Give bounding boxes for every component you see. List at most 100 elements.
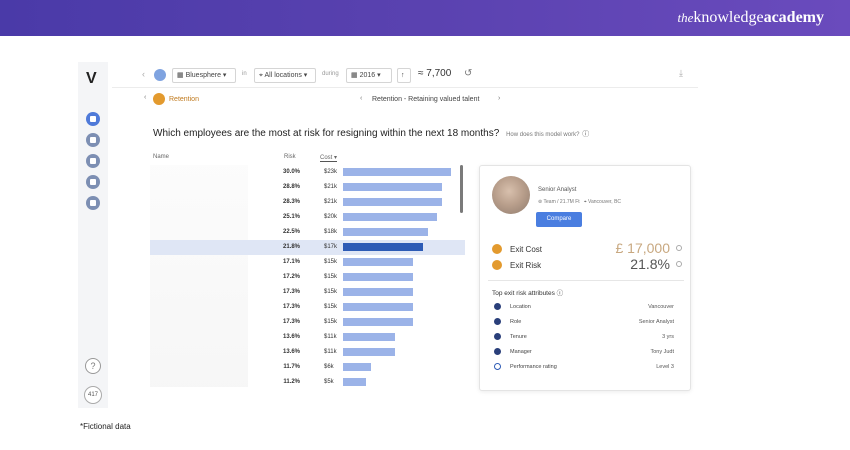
attribute-name: Location [510, 304, 531, 310]
help-button[interactable]: ? [85, 358, 101, 374]
cost-value: $11k [324, 334, 337, 340]
how-model-works-link[interactable]: How does this model work? [506, 132, 580, 138]
sidebar: V ? 417 [78, 62, 108, 408]
table-row[interactable]: 11.7% $6k [150, 360, 465, 375]
col-header-name[interactable]: Name [153, 154, 170, 160]
exit-risk-info-icon[interactable] [676, 261, 682, 267]
dashboard-icon[interactable] [86, 112, 100, 126]
section-label[interactable]: Retention [169, 96, 199, 103]
headcount-value: ≈ 7,700 [418, 68, 452, 79]
cost-value: $5k [324, 379, 334, 385]
cost-value: $15k [324, 289, 338, 295]
cost-bar [343, 213, 437, 221]
table-row[interactable]: 28.8% $21k [150, 180, 465, 195]
info-icon[interactable]: ⓘ [582, 131, 590, 138]
cost-value: $11k [324, 349, 337, 355]
person-role: Senior Analyst [538, 187, 577, 193]
risk-value: 25.1% [282, 214, 300, 220]
table-row[interactable]: 21.8% $17k [150, 240, 465, 255]
table-row[interactable]: 30.0% $23k [150, 165, 465, 180]
app-logo[interactable]: V [86, 70, 97, 87]
cost-bar [343, 243, 423, 251]
cost-value: $21k [324, 184, 338, 190]
cost-bar [343, 183, 442, 191]
table-row[interactable]: 22.5% $18k [150, 225, 465, 240]
performance-icon [494, 363, 501, 370]
risk-value: 17.1% [282, 259, 300, 265]
cost-bar [343, 198, 442, 206]
attribute-name: Performance rating [510, 364, 557, 370]
cost-value: $6k [324, 364, 334, 370]
table-scrollbar[interactable] [460, 165, 463, 213]
exit-cost-icon [492, 244, 502, 254]
table-row[interactable]: 17.2% $15k [150, 270, 465, 285]
cost-value: $20k [324, 214, 338, 220]
attribute-name: Manager [510, 349, 532, 355]
toolbar: ‹ ▦ Bluesphere ▾ in ⌖ All locations ▾ du… [112, 66, 698, 86]
location-select[interactable]: ⌖ All locations ▾ [254, 68, 316, 83]
section-back-icon[interactable]: ‹ [144, 94, 147, 101]
next-insight-icon[interactable]: › [498, 95, 501, 102]
exit-cost-metric: Exit Cost £ 17,000 [492, 240, 682, 256]
location-pin-icon: ⌖ [583, 199, 587, 205]
manager-icon [494, 348, 501, 355]
download-icon[interactable]: ⤓ [679, 68, 683, 78]
cost-value: $15k [324, 259, 338, 265]
col-header-cost[interactable]: Cost ▾ [320, 155, 338, 162]
attribute-name: Tenure [510, 334, 527, 340]
risk-value: 13.6% [282, 349, 300, 355]
table-row[interactable]: 13.6% $11k [150, 330, 465, 345]
grid-icon[interactable] [86, 196, 100, 210]
person-meta: ⊚ Team / 21.7M Ft ⌖ Vancouver, BC [538, 199, 622, 205]
attribute-value: Level 3 [656, 364, 674, 370]
people-icon[interactable] [86, 133, 100, 147]
cost-bar [343, 168, 451, 176]
table-row[interactable]: 17.3% $15k [150, 300, 465, 315]
employee-detail-card: Senior Analyst ⊚ Team / 21.7M Ft ⌖ Vanco… [479, 165, 691, 391]
up-arrow-button[interactable]: ↑ [397, 68, 411, 83]
cost-bar [343, 303, 413, 311]
list-icon[interactable] [86, 154, 100, 168]
retention-icon [153, 93, 165, 105]
user-count-badge[interactable]: 417 [84, 386, 102, 404]
compare-button[interactable]: Compare [536, 212, 582, 227]
table-row[interactable]: 28.3% $21k [150, 195, 465, 210]
attribute-value: Tony Judt [650, 349, 674, 355]
table-row[interactable]: 25.1% $20k [150, 210, 465, 225]
table-row[interactable]: 17.3% $15k [150, 285, 465, 300]
risk-value: 13.6% [282, 334, 300, 340]
risk-value: 28.8% [282, 184, 300, 190]
metrics-icon[interactable] [86, 175, 100, 189]
col-header-risk[interactable]: Risk [284, 154, 296, 160]
cost-value: $23k [324, 169, 338, 175]
cost-value: $15k [324, 304, 338, 310]
toolbar-divider [112, 87, 698, 88]
back-arrow-icon[interactable]: ‹ [142, 69, 145, 79]
blurred-names [150, 165, 248, 387]
cost-bar [343, 228, 428, 236]
risk-value: 17.3% [282, 289, 300, 295]
info-icon[interactable]: ⓘ [556, 290, 564, 297]
year-select[interactable]: ▦ 2016 ▾ [346, 68, 392, 83]
attribute-value: 3 yrs [662, 334, 674, 340]
risk-value: 22.5% [282, 229, 300, 235]
attribute-row: Role Senior Analyst [494, 316, 674, 328]
reset-icon[interactable]: ↺ [464, 68, 473, 79]
table-row[interactable]: 17.1% $15k [150, 255, 465, 270]
table-row[interactable]: 17.3% $15k [150, 315, 465, 330]
attribute-name: Role [510, 319, 522, 325]
attribute-value: Vancouver [648, 304, 674, 310]
footnote: *Fictional data [80, 422, 131, 431]
home-icon[interactable] [154, 69, 166, 81]
role-icon [494, 318, 501, 325]
exit-cost-info-icon[interactable] [676, 245, 682, 251]
prev-insight-icon[interactable]: ‹ [360, 95, 363, 102]
attribute-row: Manager Tony Judt [494, 346, 674, 358]
cost-bar [343, 378, 366, 386]
cost-value: $17k [324, 244, 338, 250]
attribute-row: Tenure 3 yrs [494, 331, 674, 343]
org-select[interactable]: ▦ Bluesphere ▾ [172, 68, 236, 83]
table-row[interactable]: 13.6% $11k [150, 345, 465, 360]
exit-risk-icon [492, 260, 502, 270]
table-row[interactable]: 11.2% $5k [150, 375, 465, 390]
